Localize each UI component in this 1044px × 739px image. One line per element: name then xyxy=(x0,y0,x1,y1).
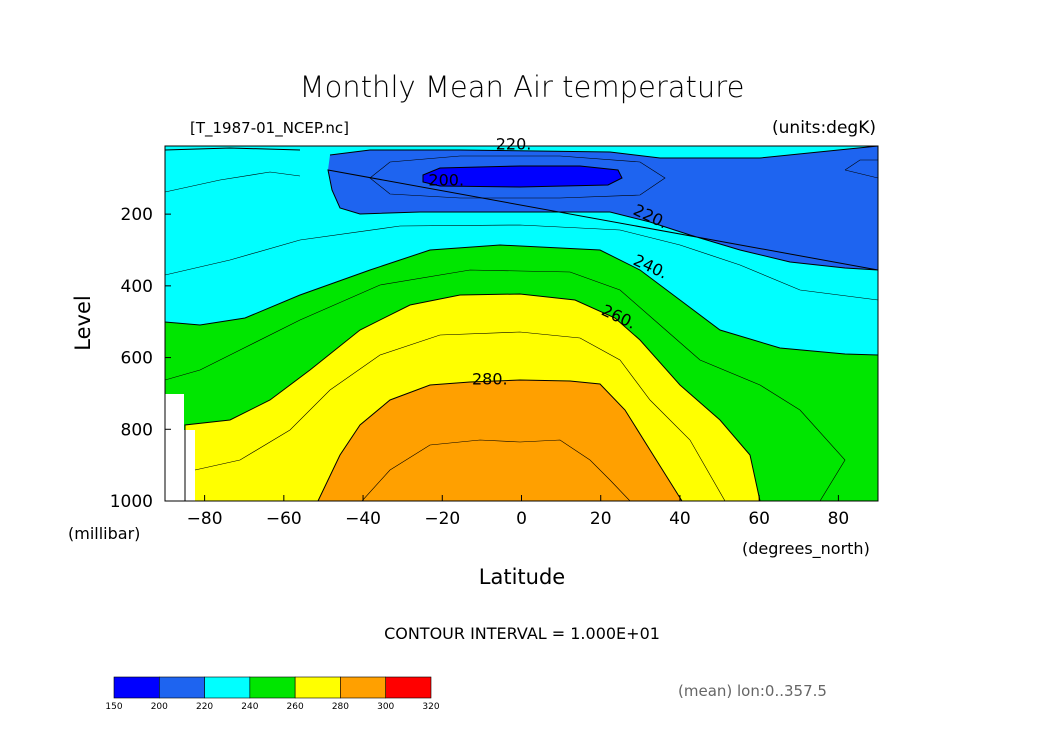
colorbar-swatch xyxy=(294,676,341,699)
contour-line-200 xyxy=(422,165,623,188)
colorbar-swatch xyxy=(158,676,205,699)
colorbar-tick-label: 200 xyxy=(151,702,168,712)
fill-missing-data xyxy=(184,430,195,501)
contour-label: 200. xyxy=(428,170,464,189)
y-tick-label: 400 xyxy=(121,277,153,297)
contour-line-230 xyxy=(165,171,878,301)
y-tick-label: 600 xyxy=(121,349,153,369)
x-tick-label: −20 xyxy=(424,509,460,529)
contour-line-240 xyxy=(165,244,878,356)
fill-band-280-300 xyxy=(318,380,682,501)
x-tick-label: 80 xyxy=(828,509,850,529)
contour-line-230 xyxy=(844,159,878,179)
y-axis-title: Level xyxy=(71,295,95,350)
fill-band-150-200 xyxy=(423,166,622,187)
x-tick-label: 40 xyxy=(669,509,691,529)
x-tick-label: −80 xyxy=(187,509,223,529)
y-units-label: (millibar) xyxy=(68,524,140,543)
colorbar: 150 200 220 240 260 280 300 320 xyxy=(105,676,440,712)
x-units-label: (degrees_north) xyxy=(742,539,870,559)
x-tick-label: −40 xyxy=(345,509,381,529)
contour-line-210 xyxy=(369,155,666,199)
colorbar-tick-label: 260 xyxy=(287,702,304,712)
x-axis: −80 −60 −40 −20 0 20 40 60 80 xyxy=(187,495,850,529)
colorbar-tick-label: 320 xyxy=(422,702,439,712)
contour-lines xyxy=(165,146,878,501)
x-axis-title: Latitude xyxy=(479,565,565,589)
file-label: [T_1987-01_NCEP.nc] xyxy=(190,119,349,138)
x-tick-label: 0 xyxy=(516,509,527,529)
colorbar-tick-label: 280 xyxy=(332,702,349,712)
contour-label: 220. xyxy=(496,135,532,154)
colorbar-swatch xyxy=(113,676,160,699)
footnote-label: (mean) lon:0..357.5 xyxy=(678,682,827,700)
contour-line-280 xyxy=(317,379,683,501)
x-tick-label: −60 xyxy=(266,509,302,529)
contour-line-290 xyxy=(361,439,631,501)
chart-title: Monthly Mean Air temperature xyxy=(300,70,745,104)
contour-interval-label: CONTOUR INTERVAL = 1.000E+01 xyxy=(384,624,660,643)
contour-fills xyxy=(165,146,878,501)
colorbar-tick-label: 150 xyxy=(105,702,122,712)
contour-line-260 xyxy=(184,293,761,501)
colorbar-swatch xyxy=(249,676,296,699)
y-tick-label: 200 xyxy=(121,205,153,225)
x-tick-label: 20 xyxy=(590,509,612,529)
colorbar-tick-label: 220 xyxy=(196,702,213,712)
fill-missing-data xyxy=(165,394,184,501)
contour-line-220 xyxy=(165,147,301,151)
y-axis: 200 400 600 800 1000 xyxy=(110,205,171,512)
contour-line-270 xyxy=(194,331,726,501)
x-tick-label: 60 xyxy=(748,509,770,529)
colorbar-swatch xyxy=(385,676,432,699)
y-tick-label: 800 xyxy=(121,420,153,440)
contour-line-250 xyxy=(165,269,846,501)
contour-line-220 xyxy=(327,146,878,271)
colorbar-tick-label: 240 xyxy=(241,702,258,712)
colorbar-swatch xyxy=(204,676,251,699)
units-label: (units:degK) xyxy=(772,118,876,138)
y-tick-label: 1000 xyxy=(110,492,153,512)
contour-label: 280. xyxy=(472,369,508,388)
colorbar-swatch xyxy=(340,676,387,699)
colorbar-tick-label: 300 xyxy=(377,702,394,712)
